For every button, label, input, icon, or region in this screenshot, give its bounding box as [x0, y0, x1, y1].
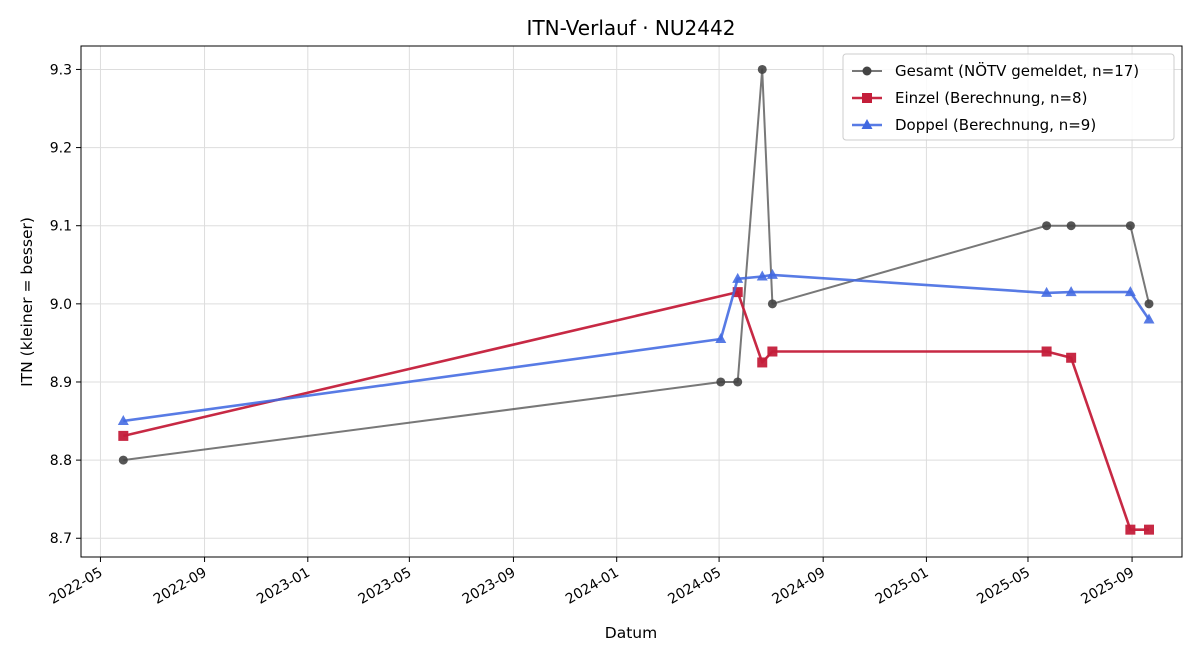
y-tick-label: 8.7 — [50, 531, 72, 547]
data-point — [1143, 313, 1155, 324]
data-point — [767, 299, 777, 309]
chart-title: ITN-Verlauf · NU2442 — [527, 16, 736, 40]
y-axis-title: ITN (kleiner = besser) — [18, 217, 36, 387]
series-2 — [118, 287, 1154, 535]
data-point — [1066, 352, 1077, 363]
legend-label: Einzel (Berechnung, n=8) — [895, 89, 1087, 107]
data-point — [715, 333, 727, 344]
y-tick-label: 8.9 — [50, 375, 72, 391]
legend-item: Einzel (Berechnung, n=8) — [852, 89, 1087, 107]
data-point — [757, 357, 768, 368]
series-layer — [117, 64, 1155, 535]
data-point — [1124, 286, 1136, 297]
legend-box — [842, 53, 1175, 141]
data-point — [1041, 346, 1052, 357]
data-point — [757, 64, 767, 74]
y-tick-label: 9.3 — [50, 62, 72, 78]
legend: Gesamt (NÖTV gemeldet, n=17) Einzel (Bere… — [842, 53, 1175, 141]
data-point — [118, 430, 129, 441]
data-point — [1125, 221, 1135, 231]
data-point — [733, 377, 743, 387]
data-point — [1144, 299, 1154, 309]
data-point — [1042, 221, 1052, 231]
legend-item: Gesamt (NÖTV gemeldet, n=17) — [852, 61, 1139, 80]
legend-marker — [862, 93, 872, 103]
data-point — [118, 455, 128, 465]
legend-marker — [861, 119, 873, 129]
data-point — [716, 377, 726, 387]
y-tick-label: 9.2 — [50, 141, 72, 157]
data-point — [1041, 286, 1053, 297]
data-point — [1066, 221, 1076, 231]
y-tick-label: 8.8 — [50, 453, 72, 469]
legend-marker — [862, 66, 872, 76]
x-axis-title: Datum — [605, 624, 657, 642]
legend-item: Doppel (Berechnung, n=9) — [852, 116, 1096, 134]
data-point — [1125, 524, 1136, 535]
series-3 — [117, 268, 1155, 426]
series-1 — [118, 64, 1154, 465]
data-point — [756, 270, 768, 281]
y-tick-label: 9.1 — [50, 219, 72, 235]
data-point — [117, 415, 129, 426]
y-tick-label: 9.0 — [50, 297, 72, 313]
plot-frame — [80, 45, 1183, 558]
data-point — [766, 268, 778, 279]
legend-label: Gesamt (NÖTV gemeldet, n=17) — [895, 61, 1139, 80]
legend-label: Doppel (Berechnung, n=9) — [895, 116, 1096, 134]
data-point — [732, 272, 744, 283]
data-point — [767, 346, 778, 357]
data-point — [1065, 286, 1077, 297]
data-point — [732, 287, 743, 298]
data-point — [1143, 524, 1154, 535]
series-line — [123, 290, 1149, 532]
grid — [81, 46, 1182, 557]
